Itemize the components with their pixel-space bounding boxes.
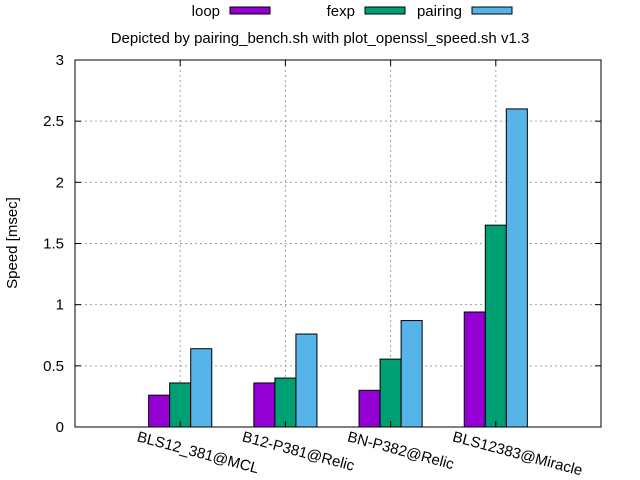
chart-title: Depicted by pairing_bench.sh with plot_o… [111, 30, 530, 47]
bars [148, 108, 528, 428]
bar-loop [253, 382, 276, 428]
x-tick-label: BN-P382@Relic [346, 428, 457, 473]
bar-fexp [274, 377, 297, 428]
x-tick-label: BLS12383@Miracle [451, 428, 584, 479]
legend-swatch-pairing [471, 6, 513, 15]
bar-fexp [379, 358, 402, 428]
legend-label-pairing: pairing [417, 3, 462, 20]
bar-loop [148, 394, 171, 428]
y-tick-label: 2 [56, 174, 64, 191]
y-tick-label: 0.5 [43, 358, 64, 375]
legend-label-loop: loop [192, 3, 220, 20]
y-tick-label: 2.5 [43, 113, 64, 130]
y-tick-label: 0 [56, 419, 64, 436]
y-tick-label: 1 [56, 297, 64, 314]
bar-fexp [169, 382, 192, 428]
legend-swatch-fexp [364, 6, 406, 15]
bar-pairing [295, 333, 318, 428]
y-axis-label: Speed [msec] [4, 197, 21, 289]
bar-pairing [400, 320, 423, 428]
bar-loop [463, 311, 486, 428]
bar-pairing [505, 108, 528, 428]
bar-pairing [190, 348, 213, 428]
y-ticks: 0 0.5 1 1.5 2 2.5 3 [43, 52, 601, 436]
bar-fexp [484, 224, 507, 428]
bar-loop [358, 389, 381, 428]
legend: loop fexp pairing [192, 3, 513, 20]
legend-label-fexp: fexp [327, 3, 355, 20]
y-tick-label: 1.5 [43, 236, 64, 253]
legend-swatch-loop [229, 6, 271, 15]
y-tick-label: 3 [56, 52, 64, 69]
